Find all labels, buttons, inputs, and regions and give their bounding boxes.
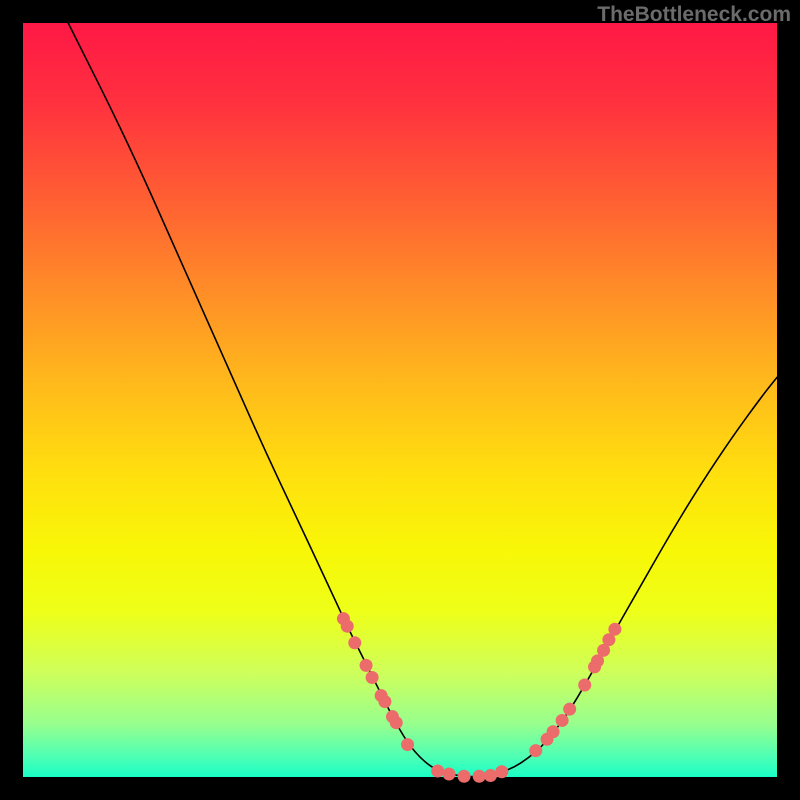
marker-point <box>563 703 576 716</box>
plot-area <box>23 23 777 777</box>
marker-group <box>337 612 621 783</box>
marker-point <box>390 716 403 729</box>
marker-point <box>556 714 569 727</box>
marker-point <box>360 659 373 672</box>
marker-point <box>401 738 414 751</box>
marker-point <box>443 767 456 780</box>
marker-point <box>458 770 471 783</box>
marker-point <box>495 765 508 778</box>
chart-frame: TheBottleneck.com <box>0 0 800 800</box>
bottleneck-curve <box>68 23 777 777</box>
marker-point <box>529 744 542 757</box>
marker-point <box>348 636 361 649</box>
marker-point <box>366 671 379 684</box>
marker-point <box>378 695 391 708</box>
marker-point <box>473 770 486 783</box>
marker-point <box>547 725 560 738</box>
marker-point <box>608 623 621 636</box>
marker-point <box>484 769 497 782</box>
chart-svg <box>23 23 777 777</box>
marker-point <box>341 620 354 633</box>
marker-point <box>431 764 444 777</box>
marker-point <box>578 679 591 692</box>
